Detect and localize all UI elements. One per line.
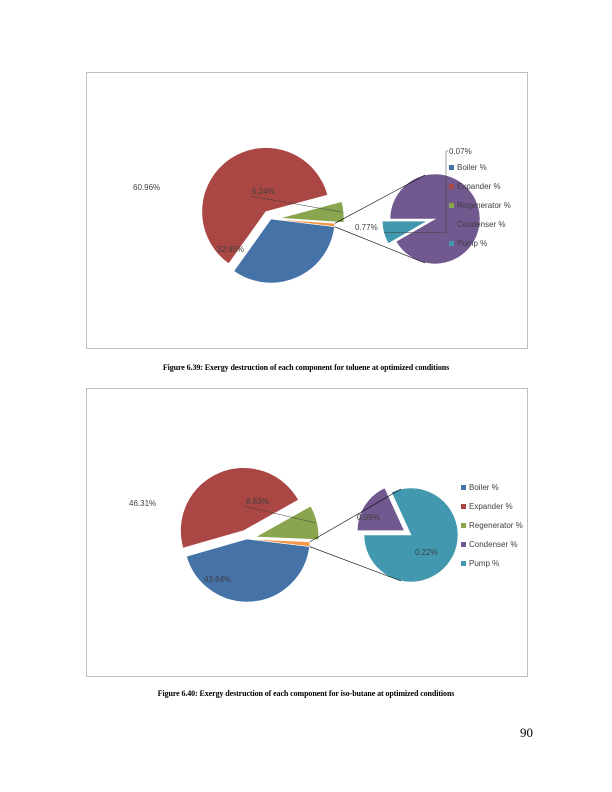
isobutane-main-slice-other [246,538,311,547]
toluene-legend-label-regenerator: Regenerator % [457,201,511,210]
toluene-connector-line-bottom [334,226,426,264]
toluene-leader-pump [383,150,448,233]
toluene-legend-swatch-regenerator [449,203,454,208]
isobutane-secondary-slice-pump [363,487,459,583]
isobutane-leader-regenerator [243,505,316,524]
toluene-label-condenser: 0.77% [355,223,378,232]
isobutane-connector-line-top [309,488,402,543]
isobutane-main-slice-regenerator [254,505,319,540]
toluene-label-boiler: 32.95% [217,245,244,254]
toluene-main-slice-boiler [233,218,335,284]
isobutane-main-slice-expander [180,467,299,549]
chart-toluene-svg: 32.95% 60.96% 5.24% 0.77% 0.07% Boiler % Expan… [133,147,511,284]
toluene-legend-swatch-expander [449,184,454,189]
isobutane-legend-swatch-condenser [461,542,466,547]
isobutane-legend-label-regenerator: Regenerator % [469,521,523,530]
toluene-label-regenerator: 5.24% [252,187,275,196]
toluene-legend-swatch-condenser [449,222,454,227]
toluene-legend-label-boiler: Boiler % [457,163,487,172]
toluene-main-slice-expander [201,147,329,265]
toluene-leader-regenerator [249,195,342,213]
isobutane-legend-swatch-boiler [461,485,466,490]
isobutane-label-boiler: 43.64% [204,575,231,584]
toluene-legend-label-expander: Expander % [457,182,501,191]
chart-isobutane-svg: 43.64% 46.31% 8.83% 0.22% 0.99% Boiler % Expan… [129,467,523,603]
toluene-label-pump: 0.07% [449,147,472,156]
isobutane-legend-swatch-pump [461,561,466,566]
isobutane-main-slice-boiler [186,538,310,603]
page-number: 90 [520,725,533,740]
isobutane-label-pump: 0.99% [357,513,380,522]
chart-toluene-exergy: 32.95% 60.96% 5.24% 0.77% 0.07% Boiler % Expan… [86,72,528,349]
toluene-legend-swatch-boiler [449,165,454,170]
isobutane-legend-label-boiler: Boiler % [469,483,499,492]
isobutane-legend-label-condenser: Condenser % [469,540,517,549]
isobutane-legend-label-expander: Expander % [469,502,513,511]
isobutane-legend-label-pump: Pump % [469,559,499,568]
isobutane-label-regenerator: 8.83% [246,497,269,506]
toluene-legend-label-condenser: Condenser % [457,220,505,229]
figure-caption-6-40: Figure 6.40: Exergy destruction of each … [157,689,455,698]
toluene-label-expander: 60.96% [133,183,160,192]
isobutane-legend-swatch-regenerator [461,523,466,528]
toluene-main-slice-regenerator [279,201,345,223]
isobutane-legend-swatch-expander [461,504,466,509]
isobutane-label-expander: 46.31% [129,499,156,508]
isobutane-secondary-slice-condenser [356,487,405,531]
toluene-connector-line-top [334,174,426,224]
isobutane-label-condenser: 0.22% [415,548,438,557]
toluene-legend-label-pump: Pump % [457,239,487,248]
figure-caption-6-39: Figure 6.39: Exergy destruction of each … [162,363,450,372]
toluene-legend-swatch-pump [449,241,454,246]
isobutane-connector-line-bottom [309,546,402,582]
chart-isobutane-exergy: 43.64% 46.31% 8.83% 0.22% 0.99% Boiler % Expan… [86,388,528,677]
